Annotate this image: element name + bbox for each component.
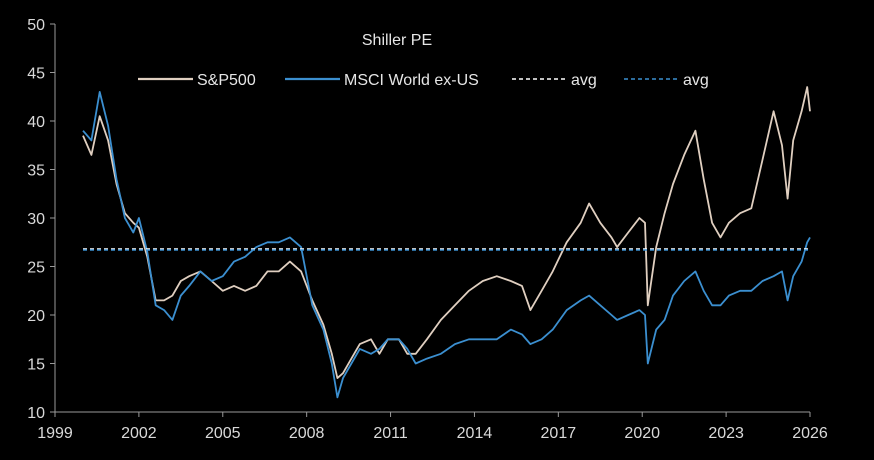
msci-world-ex-us-line bbox=[82, 91, 811, 399]
y-tick-label: 35 bbox=[27, 163, 45, 180]
y-tick-label: 30 bbox=[27, 211, 45, 228]
x-tick-label: 2008 bbox=[289, 425, 325, 442]
x-tick-label: 2023 bbox=[708, 425, 744, 442]
y-tick-label: 20 bbox=[27, 308, 45, 325]
x-tick-label: 2014 bbox=[457, 425, 493, 442]
sp500-line bbox=[82, 86, 811, 380]
x-tick-label: 2026 bbox=[792, 425, 828, 442]
series-group bbox=[82, 86, 811, 399]
y-tick-label: 50 bbox=[27, 17, 45, 34]
legend-label: avg bbox=[571, 72, 597, 89]
y-tick-label: 40 bbox=[27, 114, 45, 131]
x-tick-label: 2020 bbox=[624, 425, 660, 442]
x-tick-label: 2017 bbox=[541, 425, 577, 442]
y-axis-ticks: 10 15 20 25 30 35 40 45 50 bbox=[27, 17, 55, 422]
x-axis-ticks: 1999 2002 2005 2008 2011 2014 2017 2020 2023 2026 bbox=[37, 412, 828, 442]
x-tick-label: 2005 bbox=[205, 425, 241, 442]
legend: S&P500 MSCI World ex-US avg avg bbox=[138, 72, 709, 89]
legend-label: avg bbox=[683, 72, 709, 89]
x-tick-label: 2002 bbox=[121, 425, 157, 442]
chart-title: Shiller PE bbox=[362, 32, 432, 49]
legend-label: S&P500 bbox=[197, 72, 256, 89]
y-tick-label: 45 bbox=[27, 66, 45, 83]
legend-label: MSCI World ex-US bbox=[344, 72, 479, 89]
x-tick-label: 2011 bbox=[373, 425, 408, 442]
y-tick-label: 10 bbox=[27, 405, 45, 422]
x-tick-label: 1999 bbox=[37, 425, 73, 442]
y-tick-label: 15 bbox=[27, 357, 45, 374]
y-tick-label: 25 bbox=[27, 260, 45, 277]
